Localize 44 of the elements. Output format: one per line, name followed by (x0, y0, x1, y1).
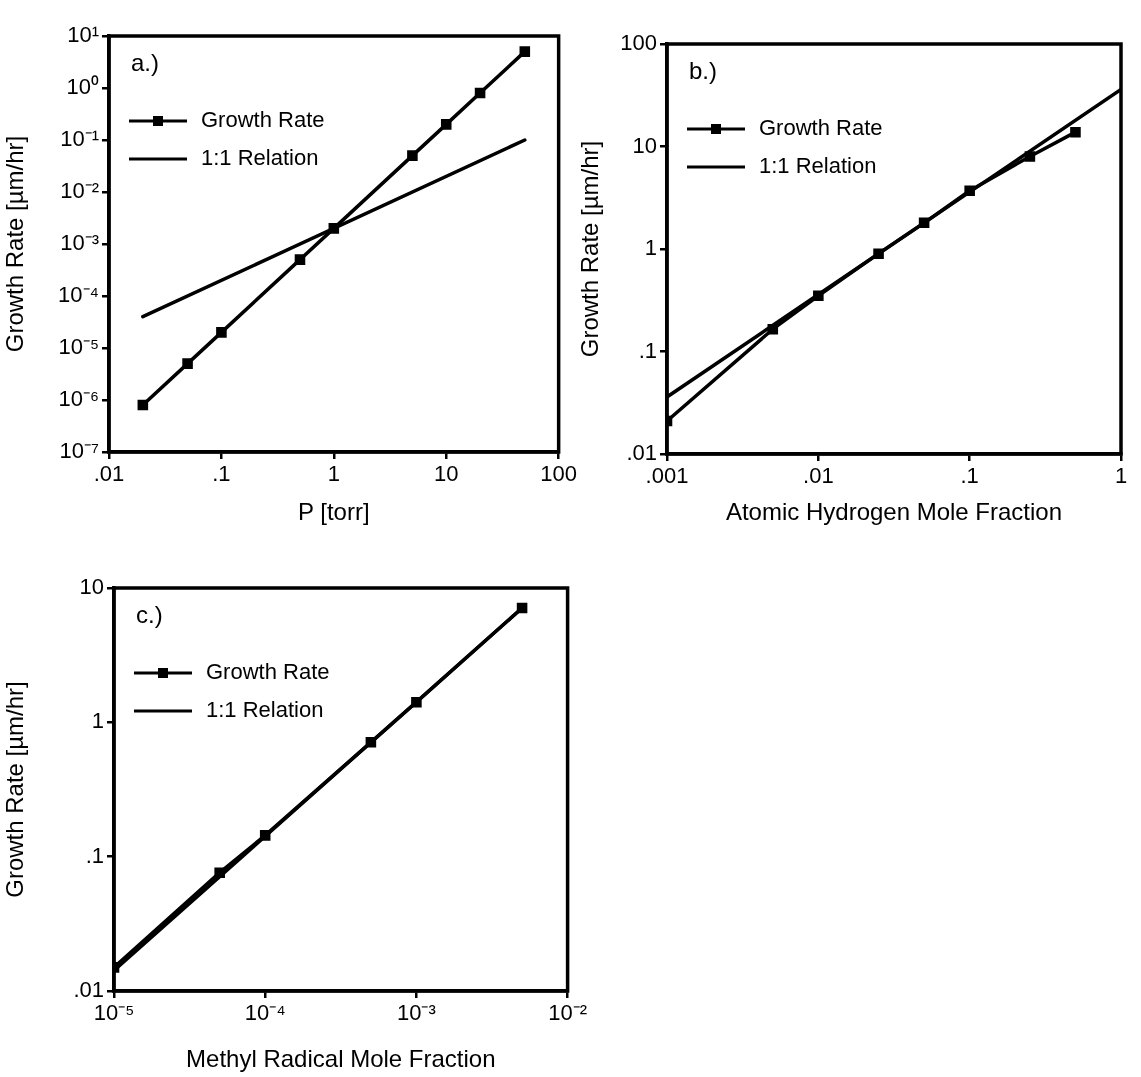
x-tick-label: .1 (212, 461, 231, 487)
x-tick-label: 10⁻³ (397, 1000, 436, 1026)
x-tick-label: .1 (960, 463, 979, 489)
y-tick-label: .01 (626, 440, 657, 466)
y-tick-label: 1 (644, 235, 657, 261)
x-tick-label: 100 (540, 461, 578, 487)
x-axis-title: Atomic Hydrogen Mole Fraction (725, 498, 1063, 526)
text: c.) (136, 600, 163, 628)
y-tick-label: .01 (73, 977, 104, 1003)
legend-label: Growth Rate (759, 115, 883, 141)
legend-label: 1:1 Relation (201, 145, 319, 171)
y-tick-label: 100 (620, 30, 657, 56)
x-tick-label: .01 (803, 463, 834, 489)
x-tick-label: 10 (433, 461, 459, 487)
y-tick-label: 10⁰ (66, 74, 99, 100)
x-tick-label: .001 (645, 463, 689, 489)
y-axis-title: Growth Rate [µm/hr] (1, 135, 29, 353)
y-tick-label: 10¹ (67, 22, 99, 48)
y-tick-label: 10⁻³ (60, 230, 99, 256)
legend-label: 1:1 Relation (206, 697, 324, 723)
y-tick-label: 10⁻⁷ (59, 438, 100, 464)
x-tick-label: 1 (327, 461, 340, 487)
y-tick-label: 10⁻⁶ (58, 386, 99, 412)
legend-label: Growth Rate (206, 659, 330, 685)
legend-label: Growth Rate (201, 107, 325, 133)
y-tick-label: 1 (91, 708, 104, 734)
y-tick-label: 10 (632, 132, 657, 158)
x-tick-label: 10⁻² (548, 1000, 587, 1026)
text: b.) (689, 56, 718, 84)
y-axis-title: Growth Rate [µm/hr] (576, 140, 604, 358)
x-tick-label: 10⁻⁴ (244, 1000, 286, 1026)
x-axis-title: Methyl Radical Mole Fraction (186, 1045, 496, 1073)
y-tick-label: 10 (79, 574, 104, 600)
y-tick-label: 10⁻⁴ (58, 282, 99, 308)
x-tick-label: 1 (1114, 463, 1128, 489)
y-tick-label: 10⁻² (60, 178, 99, 204)
y-tick-label: 10⁻¹ (60, 126, 99, 152)
text: a.) (131, 48, 160, 76)
legend-label: 1:1 Relation (759, 153, 877, 179)
y-tick-label: 10⁻⁵ (58, 334, 99, 360)
y-tick-label: .1 (85, 842, 104, 868)
x-axis-title: P [torr] (298, 498, 370, 526)
y-axis-title: Growth Rate [µm/hr] (1, 681, 29, 898)
y-tick-label: .1 (638, 337, 657, 363)
